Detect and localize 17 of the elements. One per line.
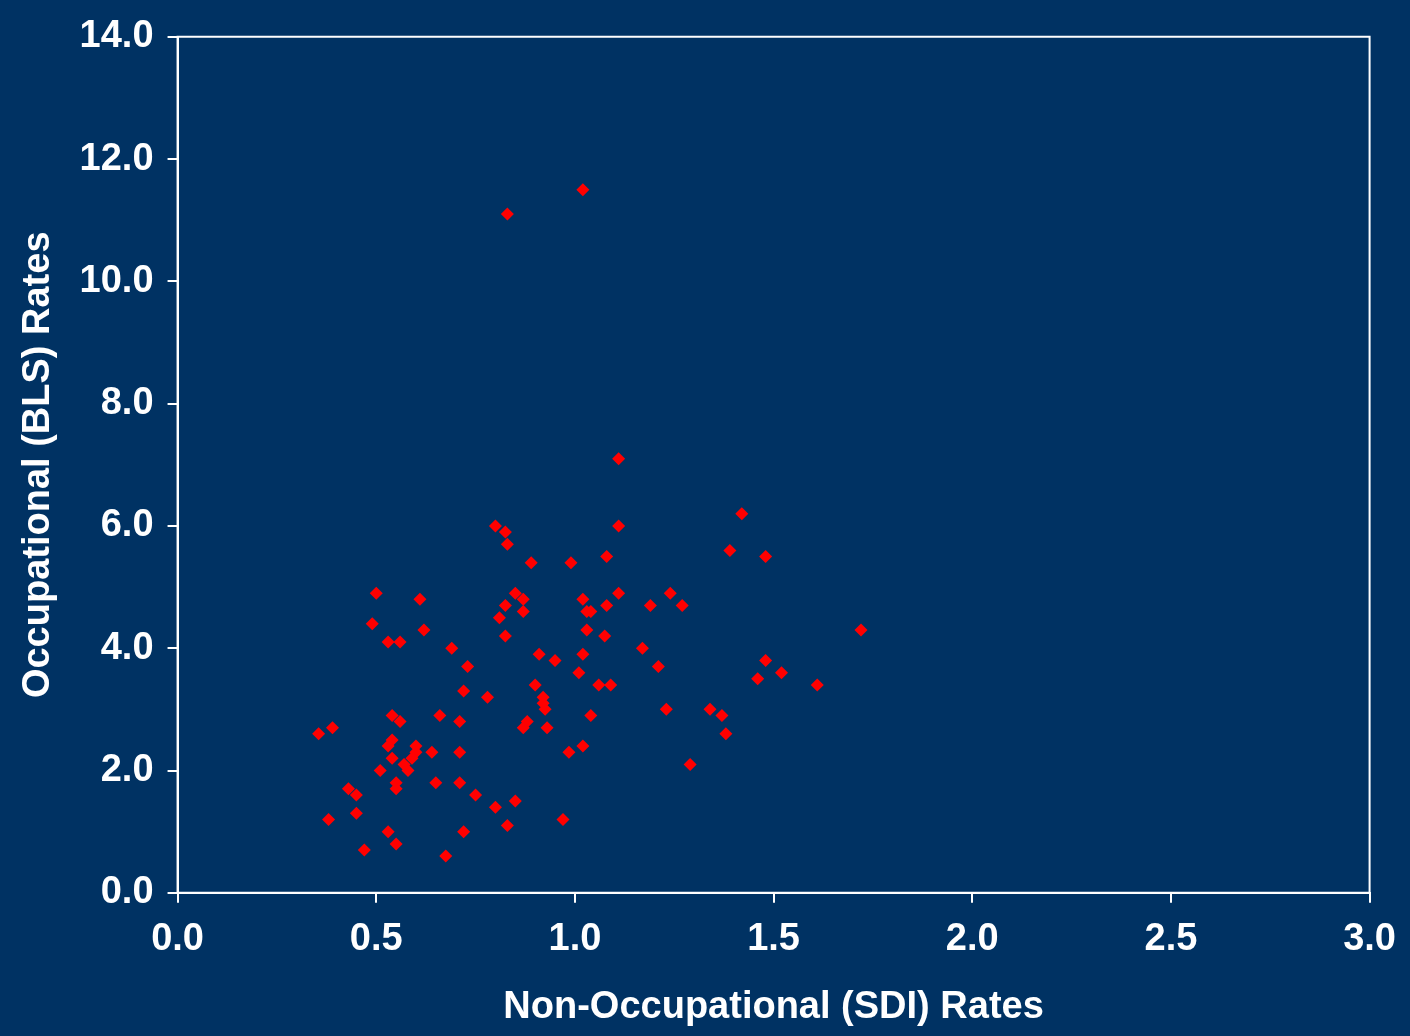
y-tick-label: 0.0 bbox=[100, 869, 154, 912]
x-tick-label: 0.0 bbox=[151, 916, 204, 959]
x-tick-label: 3.0 bbox=[1343, 916, 1396, 959]
x-tick-label: 1.5 bbox=[747, 916, 800, 959]
y-tick-label: 12.0 bbox=[79, 135, 154, 178]
y-tick-label: 6.0 bbox=[100, 502, 154, 545]
y-tick-label: 4.0 bbox=[100, 624, 154, 667]
y-tick-label: 14.0 bbox=[79, 13, 154, 56]
y-tick-label: 10.0 bbox=[79, 257, 154, 300]
x-axis-title: Non-Occupational (SDI) Rates bbox=[503, 983, 1044, 1026]
y-tick-label: 2.0 bbox=[100, 747, 154, 789]
x-tick-label: 2.0 bbox=[945, 916, 999, 959]
x-tick-label: 0.5 bbox=[349, 916, 403, 959]
y-axis-title: Occupational (BLS) Rates bbox=[15, 231, 58, 699]
y-tick-label: 8.0 bbox=[100, 380, 154, 423]
x-tick-label: 1.0 bbox=[548, 916, 602, 959]
x-tick-label: 2.5 bbox=[1144, 916, 1198, 959]
